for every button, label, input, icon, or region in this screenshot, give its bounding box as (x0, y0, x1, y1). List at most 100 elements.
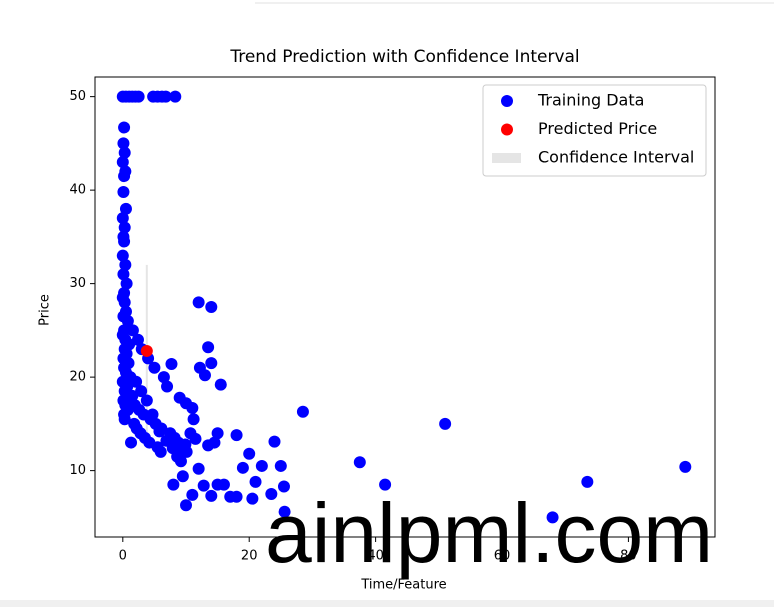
point (165, 358, 178, 371)
point (118, 146, 131, 159)
legend-marker (501, 95, 513, 107)
y-tick-label: 10 (69, 463, 86, 478)
point (148, 361, 161, 374)
point (176, 470, 189, 483)
point (131, 333, 144, 346)
point (186, 488, 199, 501)
point (154, 445, 167, 458)
point (118, 221, 131, 234)
point (116, 249, 129, 262)
legend-marker (501, 123, 513, 136)
point (118, 413, 131, 426)
point (118, 121, 131, 134)
point (119, 202, 132, 215)
point (192, 296, 205, 309)
point (130, 375, 143, 388)
legend-swatch (492, 153, 521, 163)
point (353, 456, 366, 469)
point (379, 478, 392, 491)
point (117, 268, 130, 281)
point (179, 438, 192, 451)
point (202, 341, 215, 354)
point (140, 394, 153, 407)
point (135, 385, 148, 398)
x-tick-label: 80 (620, 549, 637, 564)
point (120, 277, 133, 290)
legend-box (482, 84, 707, 177)
y-tick-label: 40 (69, 183, 86, 198)
x-tick-label: 20 (241, 549, 258, 564)
plot-area (116, 90, 692, 524)
chart-title: Trend Prediction with Confidence Interva… (229, 47, 579, 67)
point (146, 408, 159, 421)
point (125, 436, 138, 449)
point (246, 492, 259, 505)
point (296, 405, 309, 418)
point (230, 429, 243, 442)
point (265, 487, 278, 500)
legend-label: Training Data (537, 91, 644, 110)
point (140, 344, 153, 357)
point (126, 324, 139, 337)
point (214, 378, 227, 391)
point (249, 475, 262, 488)
point (123, 389, 136, 402)
point (274, 459, 287, 472)
y-axis-label: Price (38, 294, 53, 326)
point (132, 90, 145, 103)
point (187, 413, 200, 426)
point (255, 459, 268, 472)
point (546, 511, 559, 524)
x-tick-label: 60 (494, 549, 511, 564)
point (167, 478, 180, 491)
y-tick-label: 20 (69, 370, 86, 385)
point (268, 435, 281, 448)
point (581, 475, 594, 488)
legend: Training Data Predicted Price Confidence I… (482, 84, 707, 177)
point (157, 371, 170, 384)
x-tick-label: 40 (367, 549, 384, 564)
point (169, 90, 182, 103)
legend-label: Predicted Price (538, 119, 657, 138)
point (180, 499, 193, 512)
point (230, 490, 243, 503)
y-tick-label: 50 (69, 89, 86, 104)
point (153, 425, 166, 438)
point (118, 296, 131, 309)
legend-label: Confidence Interval (538, 148, 694, 167)
point (192, 462, 205, 475)
point (186, 401, 199, 414)
point (211, 427, 224, 440)
x-tick-label: 0 (119, 549, 127, 564)
point (278, 505, 291, 518)
point (679, 460, 692, 473)
point (118, 170, 131, 183)
point (197, 479, 210, 492)
point (161, 380, 174, 393)
point (243, 447, 256, 460)
point (174, 455, 187, 468)
point (117, 137, 130, 150)
point (208, 436, 221, 449)
point (439, 417, 452, 430)
point (121, 315, 134, 328)
point (119, 258, 132, 271)
point (198, 369, 211, 382)
point (236, 461, 249, 474)
point (159, 90, 172, 103)
point (118, 235, 131, 248)
bottom-bar (0, 600, 774, 607)
watermark: ainlpml.com (265, 486, 713, 580)
point (189, 432, 202, 445)
point (116, 212, 129, 225)
point (277, 480, 290, 493)
point (211, 478, 224, 491)
point (116, 156, 129, 169)
point (117, 186, 130, 198)
axes-frame (94, 76, 716, 538)
point (205, 357, 218, 370)
point (205, 489, 218, 502)
y-tick-label: 30 (69, 276, 86, 291)
